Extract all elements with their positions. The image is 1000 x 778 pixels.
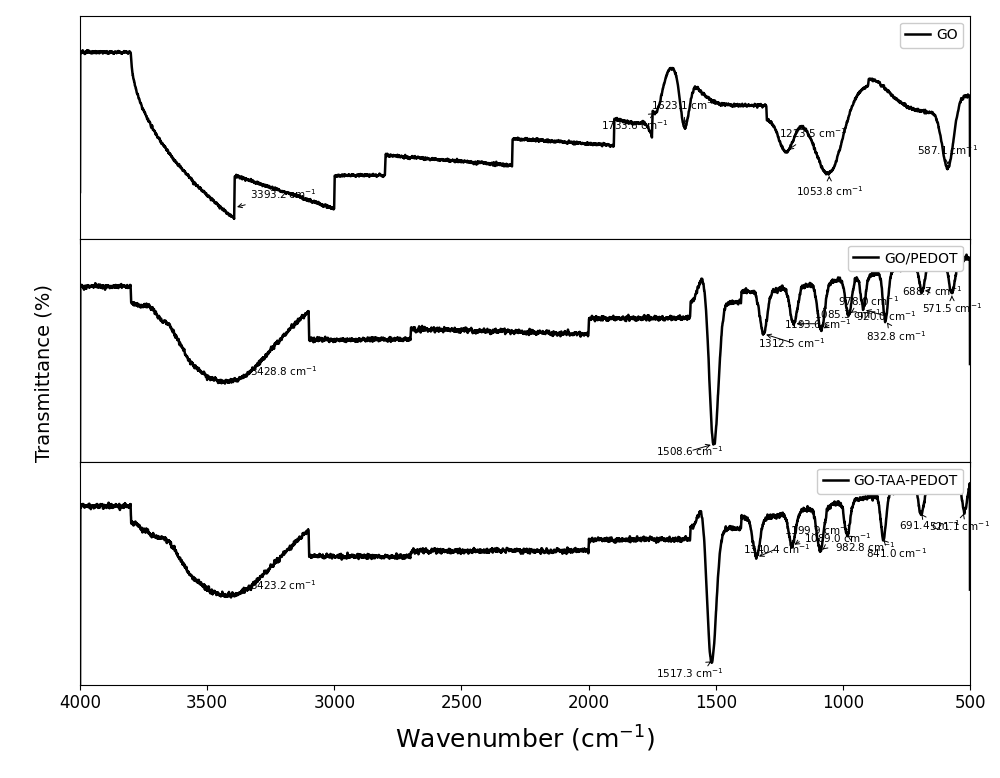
Legend: GO/PEDOT: GO/PEDOT [848, 246, 963, 271]
Text: 1508.6 cm$^{-1}$: 1508.6 cm$^{-1}$ [656, 444, 724, 458]
Text: 1733.6 cm$^{-1}$: 1733.6 cm$^{-1}$ [601, 114, 668, 132]
X-axis label: Wavenumber (cm$^{-1}$): Wavenumber (cm$^{-1}$) [395, 724, 655, 754]
Text: 1089.0 cm$^{-1}$: 1089.0 cm$^{-1}$ [804, 531, 872, 549]
Text: 587.1 cm$^{-1}$: 587.1 cm$^{-1}$ [917, 143, 978, 163]
Text: 1517.3 cm$^{-1}$: 1517.3 cm$^{-1}$ [656, 662, 724, 681]
Text: 3393.2 cm$^{-1}$: 3393.2 cm$^{-1}$ [238, 187, 317, 208]
Legend: GO-TAA-PEDOT: GO-TAA-PEDOT [817, 468, 963, 494]
Text: 1223.5 cm$^{-1}$: 1223.5 cm$^{-1}$ [779, 127, 846, 149]
Text: 841.0 cm$^{-1}$: 841.0 cm$^{-1}$ [866, 541, 927, 560]
Text: 982.8 cm$^{-1}$: 982.8 cm$^{-1}$ [835, 535, 896, 554]
Text: 1193.6 cm$^{-1}$: 1193.6 cm$^{-1}$ [784, 317, 851, 331]
Text: 688.7 cm$^{-1}$: 688.7 cm$^{-1}$ [902, 284, 962, 298]
Text: 832.8 cm$^{-1}$: 832.8 cm$^{-1}$ [866, 324, 927, 342]
Text: 1053.8 cm$^{-1}$: 1053.8 cm$^{-1}$ [796, 177, 863, 198]
Legend: GO: GO [900, 23, 963, 47]
Text: 3428.8 cm$^{-1}$: 3428.8 cm$^{-1}$ [229, 364, 317, 383]
Text: 3423.2 cm$^{-1}$: 3423.2 cm$^{-1}$ [230, 579, 317, 598]
Text: 920.0 cm$^{-1}$: 920.0 cm$^{-1}$ [856, 310, 917, 323]
Text: 571.5 cm$^{-1}$: 571.5 cm$^{-1}$ [922, 296, 982, 315]
Text: 691.4 cm$^{-1}$: 691.4 cm$^{-1}$ [899, 515, 960, 532]
Text: 1623.1 cm$^{-1}$: 1623.1 cm$^{-1}$ [651, 98, 718, 124]
Text: Transmittance (%): Transmittance (%) [35, 285, 54, 462]
Text: 978.0 cm$^{-1}$: 978.0 cm$^{-1}$ [838, 294, 899, 313]
Text: 1085.3 cm$^{-1}$: 1085.3 cm$^{-1}$ [814, 307, 882, 328]
Text: 521.1 cm$^{-1}$: 521.1 cm$^{-1}$ [929, 514, 990, 533]
Text: 1199.9 cm$^{-1}$: 1199.9 cm$^{-1}$ [784, 524, 851, 544]
Text: 1312.5 cm$^{-1}$: 1312.5 cm$^{-1}$ [758, 335, 826, 349]
Text: 1340.4 cm$^{-1}$: 1340.4 cm$^{-1}$ [743, 541, 811, 556]
